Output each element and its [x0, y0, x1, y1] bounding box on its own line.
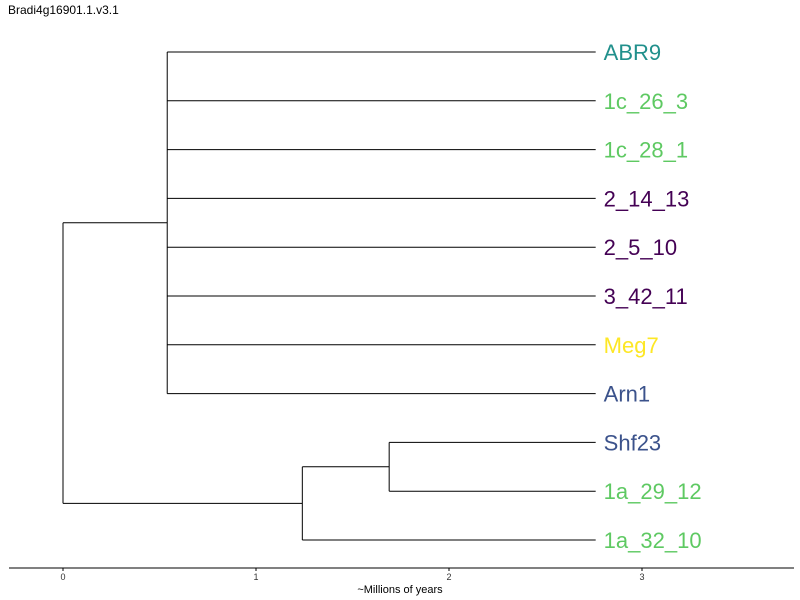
- axis-tick-label: 2: [446, 572, 451, 582]
- axis-title: ~Millions of years: [357, 584, 443, 596]
- tip-label: 2_14_13: [604, 186, 690, 211]
- tip-label: 1c_28_1: [604, 138, 688, 163]
- tip-label: Arn1: [604, 382, 650, 407]
- tip-label: Meg7: [604, 333, 659, 358]
- tip-label: Shf23: [604, 430, 662, 455]
- tip-label: 1c_26_3: [604, 89, 688, 114]
- tip-label: 2_5_10: [604, 235, 677, 260]
- tip-label: 3_42_11: [604, 284, 688, 309]
- tip-label: ABR9: [604, 40, 661, 65]
- tip-labels: ABR9 1c_26_3 1c_28_1 2_14_13 2_5_10 3_42_11 Me…: [604, 40, 702, 553]
- time-axis: 0 1 2 3 ~Millions of years: [9, 568, 794, 596]
- axis-tick-label: 0: [60, 572, 65, 582]
- axis-tick-label: 3: [639, 572, 644, 582]
- tip-label: 1a_32_10: [604, 528, 702, 553]
- axis-tick-label: 1: [253, 572, 258, 582]
- branches: [63, 52, 596, 540]
- tip-label: 1a_29_12: [604, 479, 702, 504]
